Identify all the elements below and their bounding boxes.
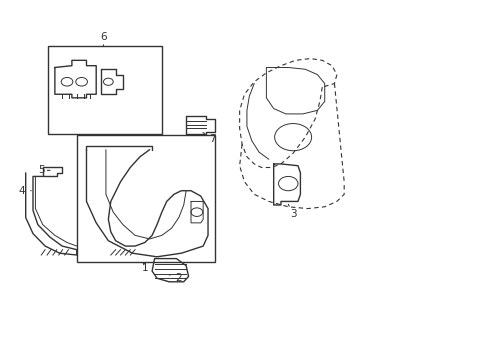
Text: 7: 7 bbox=[203, 132, 216, 144]
Text: 2: 2 bbox=[169, 273, 182, 283]
Text: 4: 4 bbox=[19, 186, 31, 196]
Bar bbox=[77, 135, 215, 262]
Text: 1: 1 bbox=[141, 262, 148, 273]
Text: 5: 5 bbox=[38, 165, 50, 175]
Text: 6: 6 bbox=[100, 32, 106, 46]
Text: 3: 3 bbox=[287, 204, 296, 219]
Bar bbox=[47, 46, 162, 134]
